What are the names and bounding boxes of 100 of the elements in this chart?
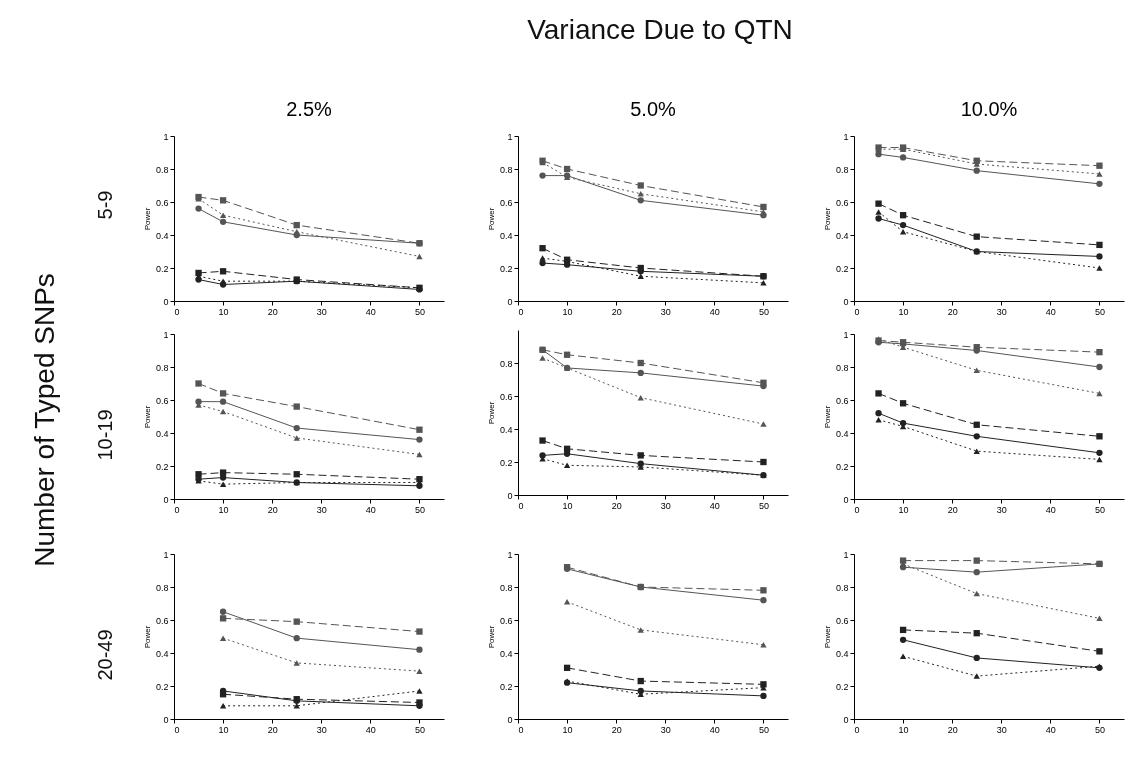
y-tick-label: 0.8 bbox=[499, 358, 513, 369]
y-tick-label: 1 bbox=[843, 549, 849, 560]
x-tick-label: 10 bbox=[898, 724, 909, 735]
x-tick-label: 0 bbox=[854, 306, 860, 317]
y-tick-label: 1 bbox=[843, 131, 849, 142]
x-tick-label: 50 bbox=[1094, 504, 1105, 515]
text: Number of Typed SNPs bbox=[29, 273, 61, 567]
x-tick-label: 10 bbox=[898, 306, 909, 317]
y-tick-label: 0.4 bbox=[499, 648, 513, 659]
y-tick-label: 0.4 bbox=[835, 428, 849, 439]
x-tick-label: 20 bbox=[611, 306, 622, 317]
y-tick-label: 0.2 bbox=[835, 461, 849, 472]
y-tick-label: 0.4 bbox=[155, 648, 169, 659]
x-tick-label: 0 bbox=[174, 306, 180, 317]
x-tick-label: 30 bbox=[660, 724, 671, 735]
y-axis-title: Power bbox=[486, 207, 496, 231]
y-tick-label: 0.6 bbox=[835, 395, 849, 406]
x-tick-label: 20 bbox=[267, 724, 278, 735]
y-tick-label: 0 bbox=[843, 296, 849, 307]
y-tick-label: 0.6 bbox=[499, 391, 513, 402]
x-tick-label: 10 bbox=[562, 500, 573, 511]
x-tick-label: 30 bbox=[316, 306, 327, 317]
y-tick-label: 0.2 bbox=[155, 461, 169, 472]
x-tick-label: 0 bbox=[518, 724, 524, 735]
x-tick-label: 30 bbox=[660, 306, 671, 317]
x-tick-label: 30 bbox=[996, 724, 1007, 735]
y-tick-label: 1 bbox=[163, 329, 169, 340]
y-tick-label: 0.4 bbox=[499, 424, 513, 435]
x-tick-label: 20 bbox=[611, 724, 622, 735]
y-tick-label: 0 bbox=[163, 296, 169, 307]
text: 5-9 bbox=[93, 190, 117, 220]
x-tick-label: 40 bbox=[709, 500, 720, 511]
x-tick-label: 30 bbox=[316, 724, 327, 735]
y-axis-title: Power bbox=[822, 405, 832, 429]
x-tick-label: 10 bbox=[218, 724, 229, 735]
y-axis-title: Power bbox=[142, 405, 152, 429]
y-tick-label: 0 bbox=[163, 714, 169, 725]
y-tick-label: 0.6 bbox=[155, 615, 169, 626]
y-tick-label: 0.4 bbox=[499, 230, 513, 241]
x-tick-label: 30 bbox=[996, 306, 1007, 317]
y-tick-label: 1 bbox=[843, 329, 849, 340]
y-tick-label: 0.6 bbox=[835, 197, 849, 208]
x-tick-label: 30 bbox=[316, 504, 327, 515]
y-tick-label: 0.4 bbox=[155, 428, 169, 439]
y-tick-label: 0 bbox=[507, 296, 513, 307]
x-tick-label: 0 bbox=[518, 306, 524, 317]
x-tick-label: 20 bbox=[611, 500, 622, 511]
y-tick-label: 0 bbox=[507, 490, 513, 501]
x-tick-label: 40 bbox=[365, 724, 376, 735]
x-tick-label: 10 bbox=[898, 504, 909, 515]
x-tick-label: 50 bbox=[758, 724, 769, 735]
x-tick-label: 40 bbox=[709, 724, 720, 735]
x-tick-label: 0 bbox=[174, 504, 180, 515]
x-tick-label: 20 bbox=[267, 504, 278, 515]
x-tick-label: 50 bbox=[414, 504, 425, 515]
y-tick-label: 0.8 bbox=[155, 582, 169, 593]
y-tick-label: 1 bbox=[163, 549, 169, 560]
y-axis-title: Power bbox=[142, 625, 152, 649]
x-tick-label: 50 bbox=[1094, 724, 1105, 735]
y-axis-title: Power bbox=[142, 207, 152, 231]
chart-title: 10.0% bbox=[960, 98, 1018, 120]
y-tick-label: 0.4 bbox=[835, 230, 849, 241]
x-tick-label: 30 bbox=[660, 500, 671, 511]
x-tick-label: 10 bbox=[218, 306, 229, 317]
x-tick-label: 0 bbox=[518, 500, 524, 511]
chart-title: 5.0% bbox=[630, 98, 677, 120]
x-tick-label: 0 bbox=[174, 724, 180, 735]
y-tick-label: 0.6 bbox=[499, 615, 513, 626]
x-tick-label: 10 bbox=[218, 504, 229, 515]
x-tick-label: 40 bbox=[1045, 306, 1056, 317]
y-tick-label: 0.2 bbox=[155, 681, 169, 692]
y-tick-label: 0.2 bbox=[499, 457, 513, 468]
x-tick-label: 40 bbox=[709, 306, 720, 317]
y-tick-label: 0.8 bbox=[499, 582, 513, 593]
y-axis-title: Power bbox=[486, 401, 496, 425]
y-tick-label: 0.8 bbox=[499, 164, 513, 175]
y-tick-label: 0.8 bbox=[835, 362, 849, 373]
y-tick-label: 0.4 bbox=[835, 648, 849, 659]
text: 10-19 bbox=[93, 409, 117, 461]
y-tick-label: 0.2 bbox=[155, 263, 169, 274]
y-axis-title: Power bbox=[486, 625, 496, 649]
y-axis-title: Power bbox=[822, 625, 832, 649]
y-tick-label: 0.6 bbox=[499, 197, 513, 208]
y-tick-label: 0.8 bbox=[835, 582, 849, 593]
x-tick-label: 50 bbox=[414, 306, 425, 317]
y-tick-label: 0.2 bbox=[499, 263, 513, 274]
y-tick-label: 0.8 bbox=[155, 164, 169, 175]
y-tick-label: 0.8 bbox=[155, 362, 169, 373]
y-axis-title: Power bbox=[822, 207, 832, 231]
x-tick-label: 50 bbox=[758, 500, 769, 511]
x-tick-label: 50 bbox=[1094, 306, 1105, 317]
y-tick-label: 0.8 bbox=[835, 164, 849, 175]
x-tick-label: 30 bbox=[996, 504, 1007, 515]
x-tick-label: 40 bbox=[1045, 724, 1056, 735]
x-tick-label: 40 bbox=[365, 306, 376, 317]
y-tick-label: 1 bbox=[163, 131, 169, 142]
x-tick-label: 0 bbox=[854, 504, 860, 515]
x-tick-label: 40 bbox=[365, 504, 376, 515]
x-tick-label: 10 bbox=[562, 306, 573, 317]
x-tick-label: 20 bbox=[947, 504, 958, 515]
